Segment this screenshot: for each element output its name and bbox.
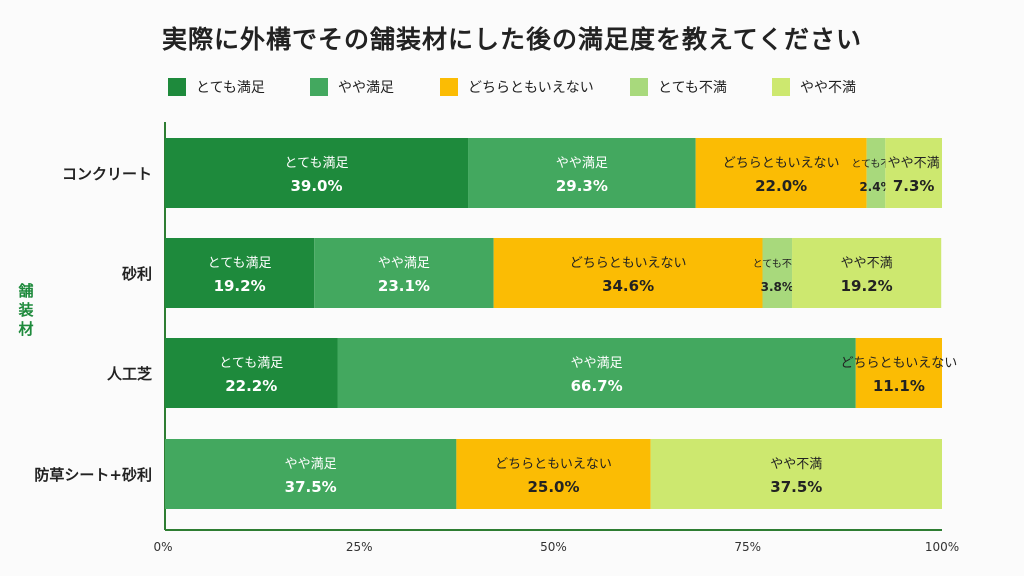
legend-swatch bbox=[168, 78, 186, 96]
x-tick-label: 50% bbox=[540, 540, 567, 554]
segment-series-label: やや不満 bbox=[770, 457, 822, 472]
x-tick-label: 100% bbox=[925, 540, 959, 554]
segment-series-label: どちらともいえない bbox=[495, 457, 612, 472]
data-label: 7.3% bbox=[893, 177, 935, 195]
bar-segment bbox=[468, 138, 696, 208]
data-label: 29.3% bbox=[556, 177, 608, 195]
segment-series-label: どちらともいえない bbox=[841, 356, 958, 371]
chart-title: 実際に外構でその舗装材にした後の満足度を教えてください bbox=[161, 25, 862, 54]
bar-segment bbox=[866, 138, 886, 208]
category-label: 防草シート+砂利 bbox=[34, 466, 152, 484]
data-label: 23.1% bbox=[378, 277, 430, 295]
legend-item: やや不満 bbox=[772, 76, 856, 98]
x-tick-label: 25% bbox=[346, 540, 373, 554]
segment-series-label: やや不満 bbox=[841, 256, 893, 271]
segment-series-label: やや満足 bbox=[556, 156, 608, 171]
bar-segment bbox=[855, 338, 942, 408]
legend-item: どちらともいえない bbox=[440, 76, 594, 98]
data-label: 39.0% bbox=[290, 177, 342, 195]
data-label: 3.8% bbox=[761, 280, 794, 294]
data-label: 22.2% bbox=[225, 377, 277, 395]
data-label: 66.7% bbox=[571, 377, 623, 395]
segment-series-label: どちらともいえない bbox=[723, 156, 840, 171]
bar-segment bbox=[165, 238, 315, 308]
data-label: 37.5% bbox=[770, 478, 822, 496]
segment-series-label: どちらともいえない bbox=[570, 256, 687, 271]
bar-segment bbox=[493, 238, 763, 308]
bar-segment bbox=[885, 138, 942, 208]
category-label: 砂利 bbox=[122, 265, 152, 283]
bar-segment bbox=[792, 238, 942, 308]
bar-segment bbox=[456, 439, 651, 509]
segment-series-label: やや満足 bbox=[378, 256, 430, 271]
segment-series-label: とても不満 bbox=[753, 258, 802, 270]
bar-segment bbox=[650, 439, 942, 509]
legend-label: やや不満 bbox=[800, 80, 856, 96]
bar-segment bbox=[165, 138, 469, 208]
data-label: 34.6% bbox=[602, 277, 654, 295]
segment-series-label: やや満足 bbox=[571, 356, 623, 371]
data-label: 22.0% bbox=[755, 177, 807, 195]
data-label: 19.2% bbox=[841, 277, 893, 295]
legend-item: とても不満 bbox=[630, 76, 727, 98]
legend-label: とても満足 bbox=[196, 80, 265, 96]
segment-series-label: とても満足 bbox=[285, 156, 349, 171]
data-label: 37.5% bbox=[285, 478, 337, 496]
y-axis-label: 舗装材 bbox=[18, 282, 34, 338]
data-label: 2.4% bbox=[859, 180, 892, 194]
bar-segment bbox=[314, 238, 494, 308]
segment-series-label: とても満足 bbox=[219, 356, 283, 371]
legend-swatch bbox=[772, 78, 790, 96]
legend-label: とても不満 bbox=[658, 80, 727, 96]
segment-series-label: やや満足 bbox=[285, 457, 337, 472]
legend-item: やや満足 bbox=[310, 76, 394, 98]
category-label: コンクリート bbox=[62, 165, 152, 183]
bar-segment bbox=[337, 338, 856, 408]
legend-swatch bbox=[310, 78, 328, 96]
bar-segment bbox=[762, 238, 793, 308]
legend-label: やや満足 bbox=[338, 80, 394, 96]
bar-segment bbox=[695, 138, 867, 208]
category-label: 人工芝 bbox=[107, 365, 152, 383]
x-tick-label: 75% bbox=[734, 540, 761, 554]
legend-label: どちらともいえない bbox=[468, 80, 594, 96]
segment-series-label: やや不満 bbox=[888, 156, 940, 171]
data-label: 11.1% bbox=[873, 377, 925, 395]
data-label: 25.0% bbox=[527, 478, 579, 496]
legend-swatch bbox=[440, 78, 458, 96]
data-label: 19.2% bbox=[214, 277, 266, 295]
bar-segment bbox=[165, 338, 338, 408]
x-tick-label: 0% bbox=[153, 540, 172, 554]
segment-series-label: とても満足 bbox=[208, 256, 272, 271]
legend-item: とても満足 bbox=[168, 76, 265, 98]
bar-segment bbox=[165, 439, 457, 509]
legend-swatch bbox=[630, 78, 648, 96]
